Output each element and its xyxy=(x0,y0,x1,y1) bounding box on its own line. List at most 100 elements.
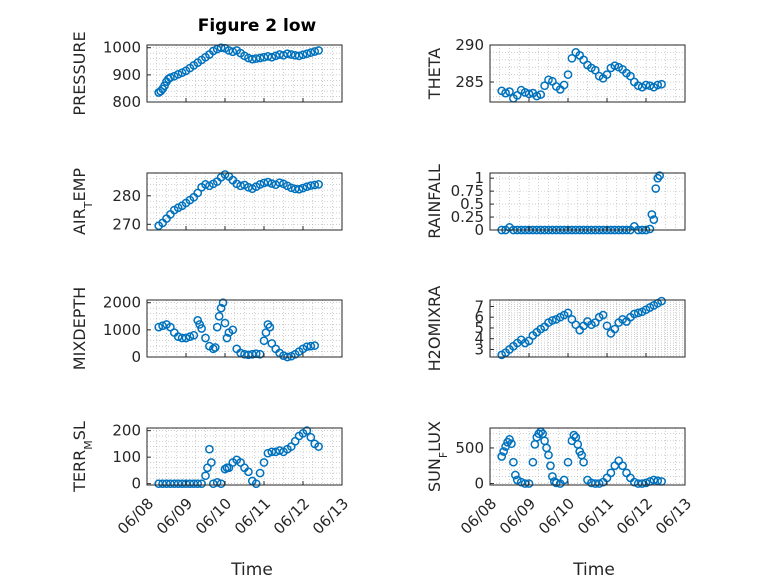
data-point xyxy=(302,49,312,59)
data-point xyxy=(524,479,534,488)
figure-title: Figure 2 low xyxy=(198,16,317,36)
data-point xyxy=(294,184,304,194)
data-point xyxy=(283,49,292,59)
subplot-5: 0 1000 2000 MIXDEPTH xyxy=(70,287,343,370)
data-point xyxy=(222,333,232,343)
data-point xyxy=(314,442,323,451)
data-point xyxy=(653,80,663,90)
data-point xyxy=(286,183,296,193)
data-point xyxy=(310,341,320,350)
data-point xyxy=(633,308,643,318)
y-tick-label: 285 xyxy=(455,73,484,91)
y-tick-label: 7 xyxy=(474,297,484,315)
y-tick-label: 0 xyxy=(131,475,141,493)
data-point xyxy=(509,457,518,467)
data-point xyxy=(499,447,508,456)
data-point xyxy=(275,178,284,188)
data-point xyxy=(306,48,316,57)
data-point xyxy=(626,71,635,81)
y-tick-label: 0.5 xyxy=(460,195,484,213)
data-point xyxy=(563,457,573,467)
data-point xyxy=(181,333,191,343)
data-point xyxy=(505,87,514,96)
data-point xyxy=(193,316,203,325)
data-point xyxy=(551,478,561,488)
y-axis-label: THETA xyxy=(425,48,444,100)
data-point xyxy=(653,476,663,486)
data-point xyxy=(218,298,228,308)
data-point xyxy=(544,450,553,460)
data-point xyxy=(259,336,269,346)
y-tick-label: 270 xyxy=(112,215,141,233)
y-tick-label: 2000 xyxy=(103,294,141,312)
data-point xyxy=(208,344,218,354)
y-axis-label: AIRTEMP xyxy=(70,168,95,235)
y-axis-label: SUNFLUX xyxy=(425,421,450,492)
data-point xyxy=(532,91,542,101)
y-axis-label: TERRMSL xyxy=(70,421,95,493)
axes-box xyxy=(489,299,686,358)
data-point xyxy=(228,325,238,335)
y-tick-label: 100 xyxy=(112,448,141,466)
data-point xyxy=(610,61,620,71)
y-axis-label: RAINFALL xyxy=(425,164,444,239)
data-point xyxy=(497,452,507,461)
data-point xyxy=(228,47,238,57)
y-tick-label: 900 xyxy=(112,66,141,84)
data-point xyxy=(528,457,538,467)
data-point xyxy=(602,321,612,331)
data-point xyxy=(563,308,573,318)
data-point xyxy=(197,324,206,333)
data-point xyxy=(197,479,206,489)
y-tick-label: 4 xyxy=(474,330,484,348)
data-point xyxy=(173,69,183,79)
data-point xyxy=(641,478,651,488)
data-point xyxy=(618,461,627,471)
y-tick-label: 0.75 xyxy=(451,182,484,200)
data-point xyxy=(212,322,222,332)
data-point xyxy=(298,183,308,193)
data-point xyxy=(251,479,261,489)
data-point xyxy=(302,182,312,192)
data-point xyxy=(173,332,183,341)
data-point xyxy=(158,321,167,331)
y-axis-label: H2OMIXRA xyxy=(425,286,444,372)
data-point xyxy=(590,65,600,75)
axes-box xyxy=(489,172,686,231)
data-point xyxy=(606,468,616,478)
data-point xyxy=(286,50,296,59)
y-tick-label: 3 xyxy=(474,340,484,358)
y-axis-label: MIXDEPTH xyxy=(70,287,89,370)
y-tick-label: 800 xyxy=(112,93,141,111)
data-point xyxy=(559,80,569,90)
data-point xyxy=(536,90,546,99)
y-tick-label: 5 xyxy=(474,319,484,337)
data-point xyxy=(505,435,514,444)
data-point xyxy=(649,475,659,485)
data-point xyxy=(306,432,316,442)
data-point xyxy=(629,477,639,487)
data-point xyxy=(651,184,661,193)
data-point xyxy=(310,47,320,56)
data-point xyxy=(310,180,320,190)
subplot-2: 285 290 THETA xyxy=(425,36,686,103)
data-point xyxy=(244,467,253,477)
data-point xyxy=(267,52,277,62)
data-point xyxy=(216,43,226,53)
data-point xyxy=(579,457,588,467)
data-point xyxy=(657,296,666,306)
data-point xyxy=(655,171,665,180)
axes-box xyxy=(146,172,343,231)
data-point xyxy=(267,447,277,457)
data-point xyxy=(255,468,265,478)
data-point xyxy=(201,333,210,343)
data-point xyxy=(298,50,308,60)
data-point xyxy=(265,322,275,332)
data-point xyxy=(207,458,216,467)
data-point xyxy=(263,177,273,187)
data-point xyxy=(193,188,203,198)
data-point xyxy=(548,316,557,325)
